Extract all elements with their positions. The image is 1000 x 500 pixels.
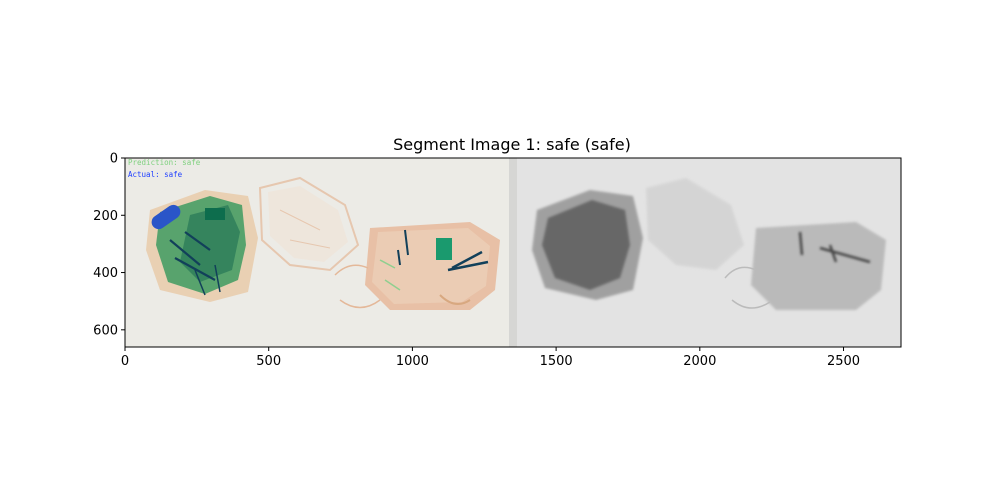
y-tick-label: 200 [93, 209, 118, 224]
plot-title: Segment Image 1: safe (safe) [393, 135, 631, 154]
x-tick-label: 0 [121, 354, 129, 369]
bag-2-color [258, 176, 360, 272]
xray-image: Prediction: safe Actual: safe [125, 158, 901, 347]
prediction-label: Prediction: safe [128, 158, 201, 167]
x-tick-label: 2000 [683, 354, 716, 369]
seam [509, 158, 517, 347]
axes-frame [124, 157, 902, 348]
x-tick-label: 1500 [540, 354, 573, 369]
y-axis: 0 200 400 600 [93, 152, 125, 338]
x-tick-label: 500 [256, 354, 281, 369]
bag-1-color [146, 190, 258, 302]
bag-3-gray [724, 222, 886, 310]
y-tick-label: 400 [93, 266, 118, 281]
x-axis: 0 500 1000 1500 2000 2500 [121, 347, 860, 369]
x-tick-label: 1000 [396, 354, 429, 369]
bag-2-gray [646, 178, 744, 270]
bag-1-gray [532, 190, 643, 300]
actual-label: Actual: safe [128, 170, 183, 179]
y-tick-label: 0 [110, 152, 118, 167]
x-tick-label: 2500 [827, 354, 860, 369]
y-tick-label: 600 [93, 323, 118, 338]
bag-3-color [334, 222, 500, 310]
